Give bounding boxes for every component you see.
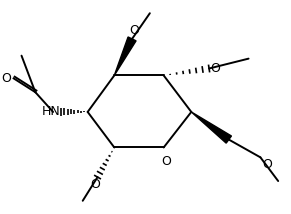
Text: O: O: [91, 178, 100, 191]
Text: O: O: [262, 158, 272, 171]
Text: HN: HN: [41, 106, 60, 118]
Text: O: O: [129, 24, 139, 37]
Polygon shape: [191, 112, 231, 143]
Polygon shape: [114, 37, 136, 75]
Text: O: O: [162, 155, 172, 168]
Text: O: O: [1, 72, 11, 85]
Text: O: O: [210, 62, 220, 75]
